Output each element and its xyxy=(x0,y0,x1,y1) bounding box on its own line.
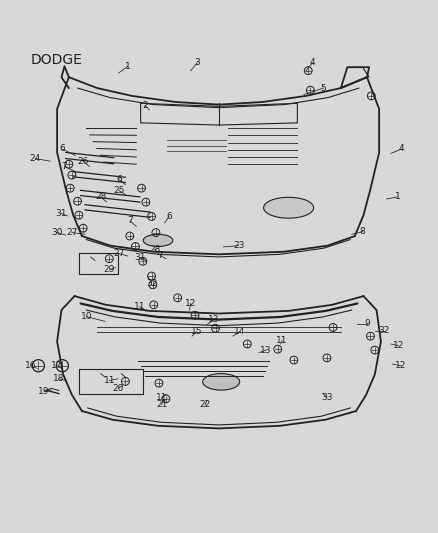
Text: 17: 17 xyxy=(51,361,63,370)
Text: 27: 27 xyxy=(113,249,124,258)
Text: 7: 7 xyxy=(127,216,133,225)
Text: DODGE: DODGE xyxy=(31,53,83,67)
Text: 15: 15 xyxy=(191,327,202,336)
Text: 3: 3 xyxy=(194,58,200,67)
Text: 10: 10 xyxy=(81,312,92,321)
Text: 31: 31 xyxy=(134,253,145,262)
Text: 28: 28 xyxy=(149,245,160,254)
Text: 5: 5 xyxy=(321,84,326,93)
Text: 16: 16 xyxy=(25,361,37,370)
Text: 1: 1 xyxy=(125,62,131,71)
Text: 18: 18 xyxy=(53,374,64,383)
Text: 12: 12 xyxy=(185,299,196,308)
Text: 32: 32 xyxy=(146,279,157,287)
Text: 30: 30 xyxy=(51,228,63,237)
Text: 4: 4 xyxy=(310,58,315,67)
Text: 23: 23 xyxy=(233,241,244,250)
Text: 2: 2 xyxy=(142,101,148,110)
Text: 11: 11 xyxy=(134,302,145,311)
Text: 6: 6 xyxy=(116,175,122,184)
Text: 12: 12 xyxy=(392,341,404,350)
Text: 31: 31 xyxy=(56,209,67,218)
Text: 13: 13 xyxy=(260,345,272,354)
Text: 26: 26 xyxy=(78,157,89,166)
Ellipse shape xyxy=(203,374,240,390)
Text: 32: 32 xyxy=(378,326,389,335)
Text: 24: 24 xyxy=(30,154,41,163)
Text: 12: 12 xyxy=(395,361,406,370)
Text: 13: 13 xyxy=(208,315,219,324)
Text: 9: 9 xyxy=(364,319,370,328)
Text: 4: 4 xyxy=(399,144,405,154)
Text: 33: 33 xyxy=(321,393,333,401)
Text: 11: 11 xyxy=(103,376,115,385)
Text: 7: 7 xyxy=(157,251,163,260)
Text: 7: 7 xyxy=(62,162,67,171)
Text: 8: 8 xyxy=(360,227,365,236)
Text: 6: 6 xyxy=(60,144,65,154)
Text: 28: 28 xyxy=(95,192,106,201)
Text: 14: 14 xyxy=(234,327,246,336)
Text: 11: 11 xyxy=(276,336,288,345)
Ellipse shape xyxy=(143,235,173,246)
Text: 19: 19 xyxy=(38,387,50,397)
Text: 20: 20 xyxy=(112,384,124,393)
Ellipse shape xyxy=(264,197,314,218)
Text: 22: 22 xyxy=(199,400,211,409)
Text: 29: 29 xyxy=(104,265,115,274)
Text: 11: 11 xyxy=(156,393,167,402)
Text: 1: 1 xyxy=(395,192,400,201)
Text: 27: 27 xyxy=(66,228,78,237)
Text: 25: 25 xyxy=(113,186,124,195)
Text: 21: 21 xyxy=(156,400,167,409)
Text: 6: 6 xyxy=(166,212,172,221)
